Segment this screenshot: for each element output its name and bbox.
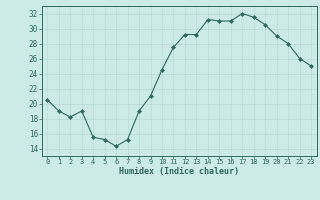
X-axis label: Humidex (Indice chaleur): Humidex (Indice chaleur) — [119, 167, 239, 176]
